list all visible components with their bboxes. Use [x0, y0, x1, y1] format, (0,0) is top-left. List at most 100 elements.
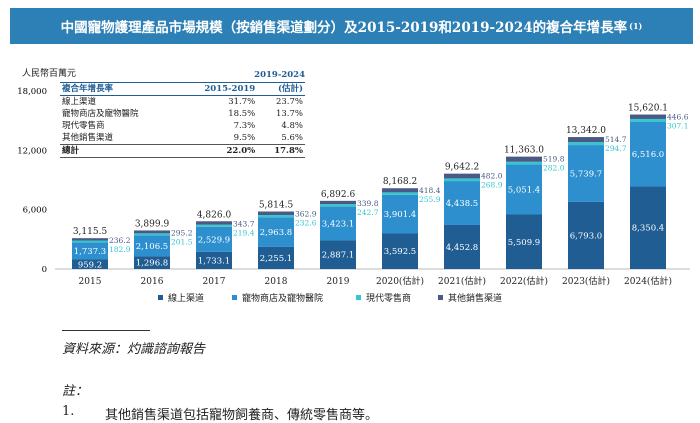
- bar-label-retail: 219.4: [233, 228, 255, 237]
- bar-segment-retail: [134, 233, 170, 236]
- cagr-header-col2-line1: 2019-2024: [254, 70, 305, 80]
- bar-label-other: 514.7: [605, 135, 627, 144]
- bar-label-other: 446.6: [667, 113, 689, 122]
- bar-label-pet-store: 5,739.7: [570, 169, 602, 179]
- bar-segment-other: [258, 211, 294, 216]
- note-number: 1.: [62, 404, 75, 419]
- bar-label-online: 2,887.1: [322, 251, 354, 261]
- bar-label-retail: 307.1: [667, 122, 688, 131]
- cagr-header-row: 複合年增長率 2015-2019 (估計): [60, 82, 305, 96]
- bar-label-online: 5,509.9: [508, 238, 540, 248]
- bar-segment-online: [320, 240, 356, 269]
- legend-swatch: [356, 295, 361, 300]
- bar-total-label: 11,363.0: [504, 146, 544, 156]
- bar-segment-retail: [196, 224, 232, 227]
- bar-segment-pet_store: [320, 206, 356, 241]
- bar-segment-online: [568, 201, 604, 269]
- bar-segment-retail: [72, 240, 108, 243]
- bar-segment-retail: [568, 142, 604, 146]
- cagr-row-col2: 4.8%: [281, 121, 303, 131]
- bar-label-retail: 242.7: [357, 208, 379, 217]
- bar-segment-retail: [444, 178, 480, 182]
- bar-label-pet-store: 3,423.1: [322, 220, 354, 230]
- x-tick-label: 2024(估計): [624, 275, 672, 287]
- legend-label: 現代零售商: [366, 294, 412, 304]
- x-tick-label: 2020(估計): [376, 275, 424, 287]
- cagr-row: 線上渠道 31.7% 23.7%: [60, 96, 305, 109]
- bar-segment-retail: [630, 118, 666, 122]
- bar-segment-other: [506, 156, 542, 162]
- cagr-row-col1: 7.3%: [233, 121, 256, 131]
- cagr-row: 寵物商店及寵物醫院 18.5% 13.7%: [60, 108, 305, 120]
- bar-total-label: 13,342.0: [566, 126, 606, 136]
- cagr-row-label: 其他銷售渠道: [62, 133, 114, 143]
- bar-label-other: 236.2: [109, 236, 131, 245]
- legend-label: 其他銷售渠道: [448, 294, 503, 304]
- source-text: 資料來源：灼識諮詢報告: [62, 342, 206, 357]
- bar-label-pet-store: 6,516.0: [632, 150, 664, 160]
- cagr-row-col2: 23.7%: [275, 97, 303, 107]
- cagr-total-label: 總計: [60, 144, 178, 158]
- note-text: 其他銷售渠道包括寵物飼養商、傳統零售商等。: [105, 408, 379, 423]
- cagr-row-label: 現代零售商: [62, 121, 105, 131]
- bar-total-label: 6,892.6: [321, 190, 356, 200]
- bar-segment-pet_store: [196, 226, 232, 252]
- chart-title: 中國寵物護理產品市場規模（按銷售渠道劃分）及2015-2019和2019-202…: [10, 8, 693, 44]
- legend-label: 寵物商店及寵物醫院: [242, 294, 324, 304]
- bar-label-other: 482.0: [481, 172, 503, 181]
- bar-segment-pet_store: [134, 235, 170, 257]
- cagr-row-col1: 31.7%: [228, 97, 256, 107]
- cagr-table: 複合年增長率 2015-2019 (估計) 線上渠道 31.7% 23.7% 寵…: [60, 82, 305, 158]
- bar-segment-other: [320, 200, 356, 205]
- bar-total-label: 8,168.2: [383, 177, 417, 187]
- cagr-total-col2: 17.8%: [257, 144, 305, 158]
- note-label: 註：: [62, 384, 89, 399]
- y-tick-label: 18,000: [17, 87, 47, 97]
- bar-label-other: 295.2: [171, 228, 193, 237]
- bar-segment-online: [630, 186, 666, 269]
- bar-segment-pet_store: [630, 121, 666, 187]
- bar-label-pet-store: 4,438.5: [446, 199, 478, 209]
- legend-swatch: [438, 295, 443, 300]
- legend-item-online: 線上渠道: [158, 291, 204, 304]
- bar-label-other: 343.7: [233, 219, 255, 228]
- bar-label-online: 8,350.4: [632, 224, 664, 234]
- bar-segment-other: [72, 238, 108, 241]
- bar-segment-online: [444, 224, 480, 269]
- bar-label-retail: 182.9: [109, 245, 131, 254]
- cagr-header-col2: (估計): [257, 82, 305, 96]
- bar-segment-other: [196, 221, 232, 225]
- x-tick-label: 2019: [327, 277, 350, 287]
- legend-swatch: [232, 295, 237, 300]
- bar-label-retail: 282.0: [543, 164, 565, 173]
- y-tick-label: 6,000: [23, 206, 47, 216]
- x-tick-label: 2023(估計): [562, 275, 610, 287]
- bar-label-retail: 201.5: [171, 237, 193, 246]
- bar-label-online: 3,592.5: [384, 247, 416, 257]
- bar-segment-other: [568, 137, 604, 143]
- legend-label: 線上渠道: [168, 294, 205, 304]
- bar-label-retail: 268.9: [481, 181, 503, 190]
- bar-segment-online: [506, 214, 542, 269]
- bar-label-online: 959.2: [78, 260, 102, 270]
- bar-total-label: 3,899.9: [135, 219, 170, 229]
- bar-segment-pet_store: [506, 164, 542, 215]
- bar-total-label: 9,642.2: [445, 163, 479, 173]
- x-tick-label: 2017: [203, 277, 226, 287]
- source-divider: [62, 330, 150, 331]
- bar-segment-other: [630, 114, 666, 119]
- bar-segment-online: [196, 251, 232, 269]
- y-tick-label: 0: [42, 265, 47, 275]
- x-tick-label: 2021(估計): [438, 275, 486, 287]
- x-tick-label: 2015: [79, 277, 102, 287]
- bar-segment-retail: [258, 215, 294, 218]
- bar-label-retail: 255.9: [419, 195, 441, 204]
- bar-label-pet-store: 5,051.4: [508, 186, 540, 196]
- x-tick-label: 2016: [141, 277, 164, 287]
- bar-segment-online: [382, 233, 418, 269]
- bar-label-other: 519.8: [543, 155, 565, 164]
- legend-item-retail: 現代零售商: [356, 291, 411, 304]
- bar-label-retail: 232.6: [295, 219, 317, 228]
- bar-label-other: 339.8: [357, 199, 379, 208]
- cagr-row: 現代零售商 7.3% 4.8%: [60, 120, 305, 132]
